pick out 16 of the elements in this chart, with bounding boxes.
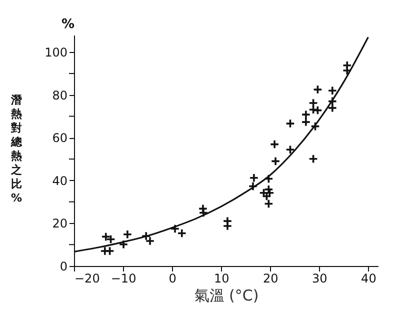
y-tick-label: 20 bbox=[52, 216, 68, 231]
y-tick-label: 60 bbox=[52, 131, 68, 146]
x-tick-label: −20 bbox=[74, 272, 100, 286]
y-tick-label: 100 bbox=[44, 46, 68, 60]
y-tick-label: 40 bbox=[52, 174, 68, 188]
text: % bbox=[61, 17, 75, 32]
x-axis-title: 氣溫 (°C) bbox=[194, 286, 259, 304]
x-tick-label: 40 bbox=[361, 272, 376, 286]
x-tick-label: 20 bbox=[262, 272, 278, 286]
y-axis-title: 潛熱對總熱之比 % bbox=[10, 94, 23, 204]
y-tick-label: 0 bbox=[60, 260, 68, 274]
y-tick-label: 80 bbox=[52, 88, 68, 102]
x-tick-label: 0 bbox=[168, 272, 176, 286]
x-tick-label: −10 bbox=[110, 272, 136, 286]
x-tick-label: 10 bbox=[214, 272, 230, 286]
x-tick-label: 30 bbox=[312, 272, 328, 286]
